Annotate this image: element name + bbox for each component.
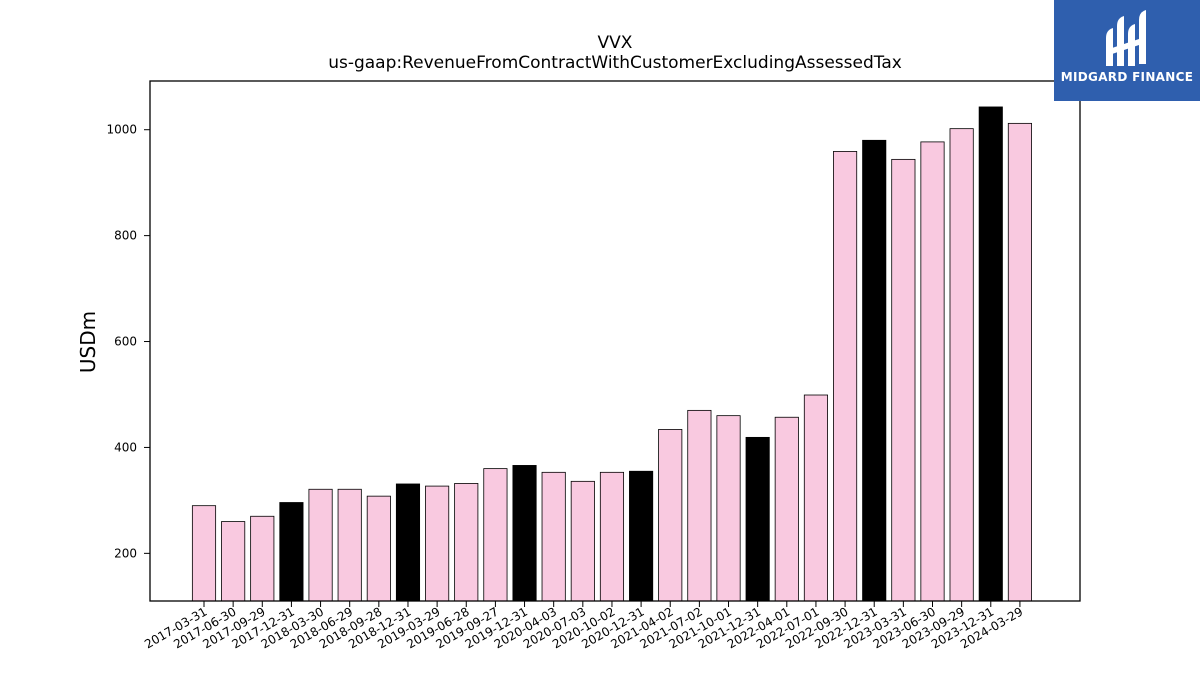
brand-logo: MIDGARD FINANCE (1054, 0, 1200, 101)
y-tick-label: 200 (114, 546, 137, 560)
bar-2021-12-31 (745, 436, 770, 602)
y-axis: 200 400 600 800 1000 (106, 123, 150, 560)
y-tick-label: 1000 (106, 123, 137, 137)
bar-2023-12-31 (978, 106, 1003, 602)
bar-2020-07-03 (570, 480, 595, 602)
y-tick-label: 800 (114, 229, 137, 243)
bar-2022-12-31 (862, 139, 887, 602)
bar-2017-03-31 (191, 505, 217, 602)
y-tick-label: 600 (114, 335, 137, 349)
bar-2023-06-30 (920, 141, 945, 602)
bar-2022-04-01 (774, 416, 799, 602)
bar-2021-04-02 (658, 429, 683, 602)
bar-2018-06-29 (337, 488, 362, 602)
bar-2019-03-29 (425, 485, 450, 602)
midgard-logo-icon (1106, 10, 1146, 66)
bar-2022-07-01 (803, 394, 828, 602)
bar-2020-12-31 (629, 470, 654, 602)
bar-2017-09-29 (250, 515, 275, 602)
bar-2020-04-03 (541, 471, 566, 602)
bar-2021-07-02 (687, 409, 712, 602)
bars-group (191, 106, 1032, 602)
bar-2020-10-02 (599, 471, 625, 602)
chart-title: VVX (598, 33, 633, 53)
bar-2019-09-27 (483, 468, 508, 602)
bar-2022-09-30 (833, 151, 858, 602)
chart-subtitle: us-gaap:RevenueFromContractWithCustomerE… (328, 53, 902, 73)
x-axis: 2017-03-312017-06-302017-09-292017-12-31… (142, 601, 1025, 651)
bar-2017-12-31 (279, 502, 304, 602)
bar-2018-03-30 (308, 488, 333, 602)
bar-2019-06-28 (454, 483, 479, 602)
bar-2023-09-29 (949, 128, 974, 602)
brand-name: MIDGARD FINANCE (1060, 70, 1194, 84)
plot-frame (149, 80, 1081, 602)
bar-2019-12-31 (512, 465, 537, 602)
bar-2018-09-28 (366, 495, 391, 602)
y-axis-label: USDm (76, 311, 100, 373)
bar-2017-06-30 (221, 521, 246, 602)
bar-2021-10-01 (716, 415, 741, 602)
y-tick-label: 400 (114, 440, 137, 454)
bar-2023-03-31 (891, 158, 916, 602)
bar-2018-12-31 (395, 483, 421, 602)
bar-2024-03-29 (1007, 122, 1032, 602)
